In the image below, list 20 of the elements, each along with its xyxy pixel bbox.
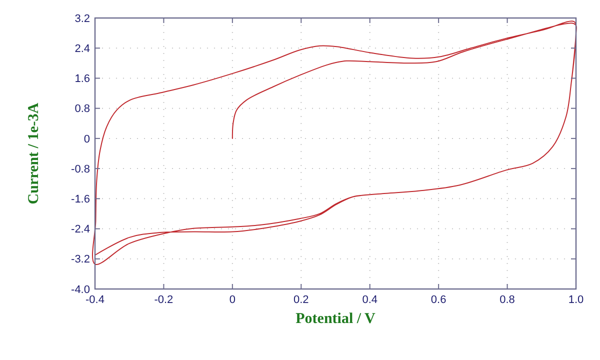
x-tick-label: 0.2 [293,294,309,306]
y-tick-label: 2.4 [74,42,90,55]
y-tick-label: -4.0 [71,284,90,296]
y-tick-label: -1.6 [71,194,90,206]
x-tick-label: 1.0 [568,294,584,306]
x-tick-label: -0.2 [154,294,174,306]
x-axis-title: Potential / V [296,311,376,327]
y-tick-label: -0.8 [71,163,90,176]
y-axis-title: Current / 1e-3A [26,102,42,204]
y-tick-label: -3.2 [71,254,90,266]
x-tick-label: 0.4 [362,294,378,306]
x-tick-label: -0.4 [86,294,104,306]
x-tick-label: 0 [229,294,236,306]
x-tick-label: 0.6 [430,294,446,306]
y-tick-label: 0.8 [74,103,90,116]
y-tick-label: -2.4 [71,224,90,236]
y-tick-label: 1.6 [74,73,90,86]
y-tick-label: 0 [84,133,90,146]
y-tick-label: 3.2 [74,12,90,25]
x-tick-label: 0.8 [500,294,515,306]
